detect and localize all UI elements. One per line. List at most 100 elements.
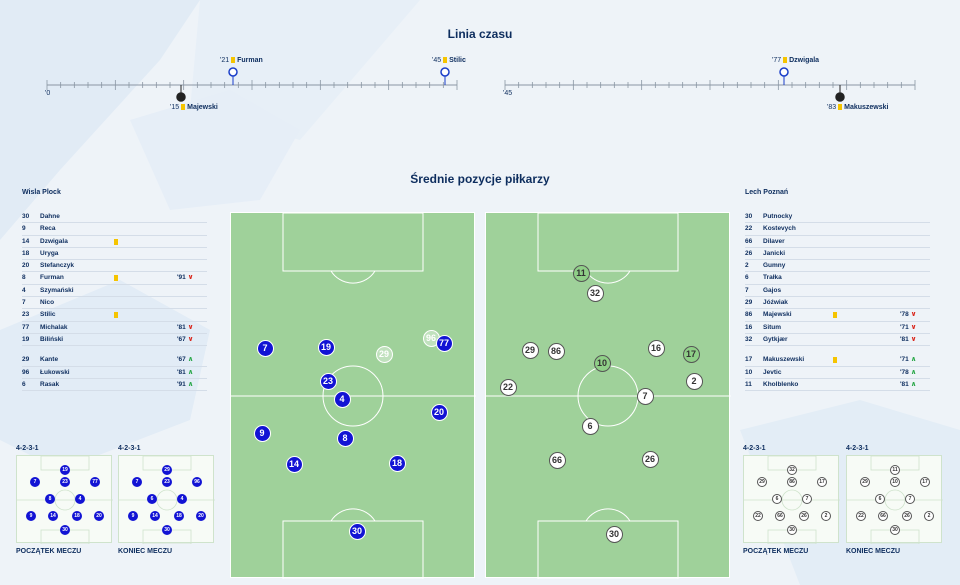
roster-row[interactable]: 29 Kante '67 ∧ (22, 354, 207, 367)
player-marker[interactable]: 22 (499, 378, 517, 396)
player-number: 77 (22, 323, 30, 331)
player-marker[interactable]: 23 (319, 372, 337, 390)
sub-out-arrow-icon: ∨ (185, 335, 194, 343)
event-player: Furman (237, 57, 263, 64)
formation-player: 32 (787, 465, 797, 475)
player-marker[interactable]: 30 (348, 522, 366, 540)
event-minute: '15 (170, 104, 180, 111)
timeline-first-half (46, 67, 916, 102)
player-marker[interactable]: 10 (593, 354, 611, 372)
roster-row[interactable]: 11 Kholblenko '81 ∧ (745, 379, 930, 392)
event-minute: '21 (220, 57, 230, 64)
roster-row[interactable]: 77 Michalak '81 ∨ (22, 322, 207, 334)
substitution-minute: '67 (177, 335, 186, 343)
yellow-card-icon (231, 57, 236, 63)
formation-player: 4 (177, 494, 187, 504)
player-marker[interactable]: 18 (388, 454, 406, 472)
roster-row[interactable]: 7 Gajos (745, 285, 930, 298)
timeline-marker-dzwigala[interactable] (779, 67, 789, 85)
substitution-info: '67 ∧ (177, 354, 193, 366)
roster-row[interactable]: 17 Makuszewski '71 ∧ (745, 354, 930, 367)
roster-row[interactable]: 10 Jevtic '78 ∧ (745, 367, 930, 379)
roster-row[interactable]: 2 Gumny (745, 260, 930, 273)
player-marker[interactable]: 11 (572, 264, 590, 282)
event-player: Dzwigala (789, 57, 820, 64)
roster-row[interactable]: 6 Trałka (745, 272, 930, 285)
roster-row[interactable]: 23 Stilic (22, 309, 207, 322)
roster-row[interactable]: 22 Kostevych (745, 223, 930, 236)
formation-player: 9 (128, 511, 138, 521)
formation-player: 26 (799, 511, 809, 521)
roster-row[interactable]: 86 Majewski '78 ∨ (745, 309, 930, 322)
substitution-info: '71 ∧ (900, 354, 916, 366)
player-marker[interactable]: 19 (317, 338, 335, 356)
sub-out-arrow-icon: ∨ (908, 335, 917, 343)
player-marker[interactable]: 6 (581, 417, 599, 435)
player-marker[interactable]: 7 (636, 387, 654, 405)
roster-row[interactable]: 18 Uryga (22, 248, 207, 261)
timeline-marker-furman[interactable] (228, 67, 238, 85)
roster-row[interactable]: 14 Dzwigala (22, 236, 207, 248)
player-name: Michalak (40, 323, 68, 331)
roster-row[interactable]: 29 Jóźwiak (745, 297, 930, 310)
player-marker[interactable]: 77 (435, 334, 453, 352)
player-marker[interactable]: 17 (682, 345, 700, 363)
roster-row[interactable]: 9 Reca (22, 223, 207, 236)
roster-row[interactable]: 30 Dahne (22, 211, 207, 224)
player-number: 7 (22, 299, 26, 307)
formation-player: 8 (45, 494, 55, 504)
timeline-marker-makuszewski[interactable] (835, 85, 845, 102)
player-marker[interactable]: 96 (422, 329, 440, 347)
home-roster: 30 Dahne 9 Reca 14 Dzwigala 18 Uryga 20 Stefanczy… (22, 211, 207, 392)
substitution-minute: '71 (900, 356, 909, 364)
formation-player: 10 (890, 477, 900, 487)
roster-row[interactable]: 20 Stefanczyk (22, 260, 207, 273)
player-name: Makuszewski (763, 356, 805, 364)
event-player: Makuszewski (844, 104, 889, 111)
player-marker[interactable]: 9 (253, 424, 271, 442)
player-marker[interactable]: 16 (647, 339, 665, 357)
player-name: Reca (40, 225, 56, 233)
player-marker[interactable]: 66 (548, 451, 566, 469)
player-marker[interactable]: 20 (430, 403, 448, 421)
formation-player: 2 (924, 511, 934, 521)
roster-row[interactable]: 6 Rasak '91 ∧ (22, 379, 207, 392)
formation-player: 26 (902, 511, 912, 521)
player-marker[interactable]: 4 (333, 390, 351, 408)
roster-row[interactable]: 30 Putnocky (745, 211, 930, 224)
player-name: Kostevych (763, 225, 796, 233)
player-marker[interactable]: 8 (336, 429, 354, 447)
substitution-info: '67 ∨ (177, 334, 193, 346)
player-marker[interactable]: 7 (256, 339, 274, 357)
timeline-marker-stilic[interactable] (440, 67, 450, 85)
player-marker[interactable]: 32 (586, 284, 604, 302)
player-marker[interactable]: 30 (605, 525, 623, 543)
player-name: Stefanczyk (40, 262, 74, 270)
substitution-info: '91 ∧ (177, 379, 193, 391)
roster-row[interactable]: 26 Janicki (745, 248, 930, 261)
player-marker[interactable]: 14 (285, 455, 303, 473)
player-marker[interactable]: 2 (685, 372, 703, 390)
formation-player: 18 (72, 511, 82, 521)
roster-row[interactable]: 66 Dilaver (745, 236, 930, 248)
roster-row[interactable]: 96 Łukowski '81 ∧ (22, 367, 207, 379)
player-name: Nico (40, 299, 55, 307)
player-number: 23 (22, 311, 30, 319)
roster-row[interactable]: 19 Biliński '67 ∨ (22, 334, 207, 347)
player-marker[interactable]: 26 (641, 450, 659, 468)
player-name: Dahne (40, 213, 60, 220)
roster-row[interactable]: 4 Szymański (22, 285, 207, 298)
substitution-minute: '78 (900, 311, 909, 319)
player-marker[interactable]: 29 (521, 341, 539, 359)
roster-row[interactable]: 8 Furman '91 ∨ (22, 272, 207, 285)
substitution-minute: '81 (177, 368, 186, 376)
player-marker[interactable]: 29 (375, 345, 393, 363)
timeline-marker-majewski[interactable] (176, 85, 186, 102)
player-number: 22 (745, 225, 753, 233)
roster-row[interactable]: 16 Situm '71 ∨ (745, 322, 930, 334)
player-marker[interactable]: 86 (547, 342, 565, 360)
timeline-event-label: '15 Majewski (170, 104, 218, 111)
roster-row[interactable]: 32 Gytkjær '81 ∨ (745, 334, 930, 347)
roster-row[interactable]: 7 Nico (22, 297, 207, 310)
player-number: 86 (745, 311, 753, 319)
